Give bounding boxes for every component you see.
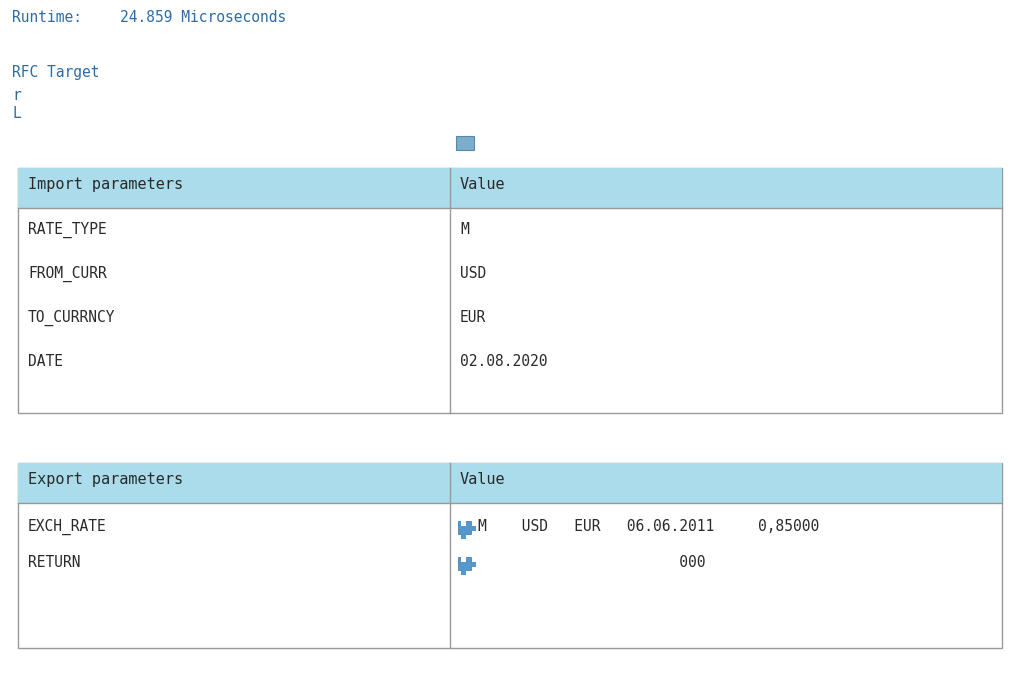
- Bar: [456, 136, 474, 150]
- Text: M    USD   EUR   06.06.2011     0,85000: M USD EUR 06.06.2011 0,85000: [478, 519, 819, 534]
- Bar: [461, 557, 466, 562]
- Text: Value: Value: [460, 177, 506, 192]
- Text: 02.08.2020: 02.08.2020: [460, 354, 547, 369]
- Text: M: M: [460, 222, 469, 237]
- Text: 000: 000: [478, 555, 706, 570]
- Text: EUR: EUR: [460, 310, 486, 325]
- Bar: [461, 570, 466, 575]
- Bar: [458, 521, 471, 534]
- Text: Runtime:: Runtime:: [12, 10, 82, 25]
- Text: FROM_CURR: FROM_CURR: [28, 266, 107, 282]
- Text: USD: USD: [460, 266, 486, 281]
- Text: RFC Target: RFC Target: [12, 65, 100, 80]
- Bar: [18, 463, 1002, 648]
- Text: r: r: [12, 88, 21, 103]
- Bar: [461, 521, 466, 526]
- Text: DATE: DATE: [28, 354, 63, 369]
- Bar: [18, 463, 450, 503]
- Text: TO_CURRNCY: TO_CURRNCY: [28, 310, 115, 326]
- Bar: [471, 526, 476, 531]
- Text: Import parameters: Import parameters: [28, 177, 183, 192]
- Bar: [18, 168, 450, 208]
- Text: RETURN: RETURN: [28, 555, 81, 570]
- Text: 24.859 Microseconds: 24.859 Microseconds: [120, 10, 286, 25]
- Bar: [458, 557, 471, 570]
- Bar: [461, 534, 466, 539]
- Text: L: L: [12, 106, 21, 121]
- Text: Value: Value: [460, 472, 506, 487]
- Bar: [450, 463, 1002, 503]
- Bar: [450, 168, 1002, 208]
- Bar: [471, 562, 476, 567]
- Text: RATE_TYPE: RATE_TYPE: [28, 222, 107, 238]
- Bar: [18, 168, 1002, 413]
- Text: EXCH_RATE: EXCH_RATE: [28, 519, 107, 535]
- Text: Export parameters: Export parameters: [28, 472, 183, 487]
